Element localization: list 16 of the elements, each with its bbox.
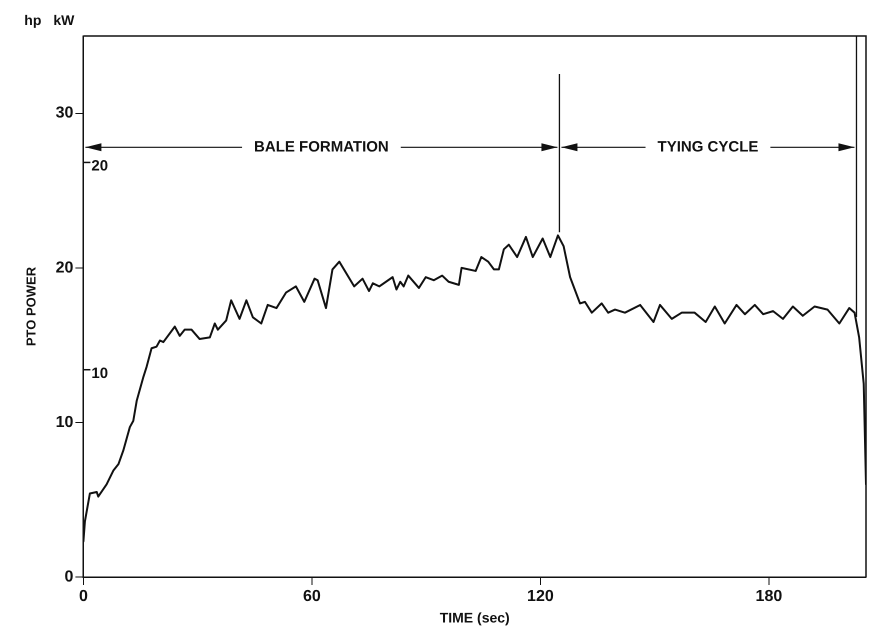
y2-tick-label: 10 <box>91 364 108 382</box>
x-tick-label: 120 <box>527 588 554 606</box>
annotation: BALE FORMATION <box>254 138 389 156</box>
x-axis-title: TIME (sec) <box>440 609 510 626</box>
text: kW <box>53 12 76 28</box>
y-axis-title: PTO POWER <box>23 266 38 346</box>
y-tick-label: 20 <box>56 259 74 276</box>
y2-tick-label: 20 <box>91 158 108 175</box>
text: hp <box>24 12 42 28</box>
y-tick-label: 30 <box>56 104 74 122</box>
annotation: TYING CYCLE <box>658 138 758 156</box>
x-tick-label: 0 <box>78 588 88 606</box>
x-tick-label: 180 <box>756 588 782 606</box>
y-tick-label: 0 <box>64 568 74 586</box>
x-tick-label: 60 <box>302 588 321 606</box>
y-tick-label: 10 <box>56 414 74 431</box>
